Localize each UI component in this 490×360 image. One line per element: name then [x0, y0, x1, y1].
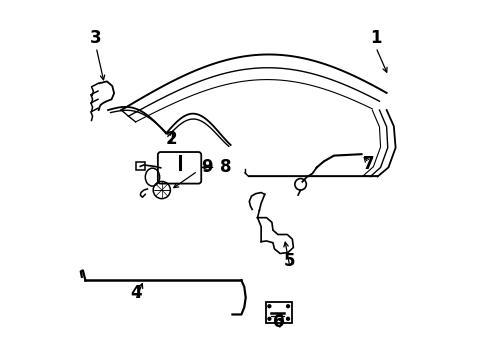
Text: 7: 7 — [363, 155, 374, 173]
Circle shape — [286, 317, 290, 321]
Bar — [266, 302, 292, 323]
Circle shape — [286, 304, 290, 309]
Text: 1: 1 — [370, 30, 382, 48]
Text: 6: 6 — [273, 312, 285, 330]
Text: 5: 5 — [284, 252, 295, 270]
Bar — [136, 162, 145, 170]
Text: 3: 3 — [90, 30, 102, 48]
Circle shape — [267, 304, 271, 309]
Text: 9: 9 — [201, 158, 213, 176]
Text: 8: 8 — [220, 158, 231, 176]
Text: 4: 4 — [130, 284, 142, 302]
Circle shape — [267, 317, 271, 321]
Text: 2: 2 — [166, 130, 177, 148]
